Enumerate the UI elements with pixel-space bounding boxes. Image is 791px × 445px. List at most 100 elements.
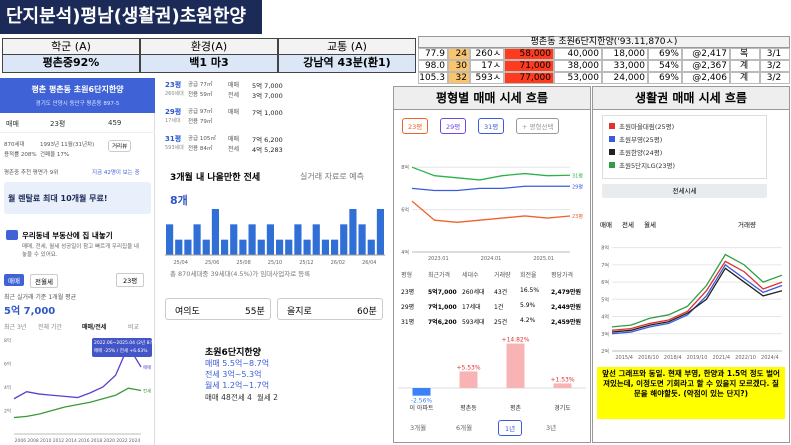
- toolbar-item[interactable]: 23평: [50, 120, 66, 128]
- price-cell: 계: [730, 60, 760, 72]
- series-label: 매매: [143, 364, 151, 371]
- table-cell: 5.9%: [520, 302, 536, 309]
- period-tab[interactable]: 3년: [546, 424, 557, 432]
- x-tick-label: 25/04: [174, 260, 188, 265]
- radio[interactable]: 전세: [622, 221, 634, 229]
- fact: 1993년 11월(31년차): [40, 142, 95, 148]
- y-tick-label: 6억: [4, 361, 11, 368]
- app-frame: [0, 78, 155, 445]
- bar: [257, 239, 265, 255]
- series-line: [611, 263, 783, 335]
- bar-chart: -2.56%이 아파트 +5.53% 평촌동 +14.82% 평촌 +1.53% 경기도: [398, 337, 586, 412]
- x-tick-label: 2020: [104, 438, 116, 444]
- price-cell: 593ㅅ: [470, 72, 504, 84]
- y-tick-label: 2억: [601, 348, 609, 355]
- deal-tab[interactable]: 전월세: [30, 274, 58, 288]
- radio[interactable]: 월세: [644, 221, 656, 229]
- y-tick-label: 8억: [401, 164, 409, 171]
- bar-chart: 25/04 25/06 25/08 25/10 25/12 26/02 26/04: [165, 209, 385, 265]
- complex-count: 매매 48: [205, 393, 231, 402]
- x-tick-label: 2022/10: [735, 355, 756, 361]
- price-cell: 30: [448, 60, 470, 72]
- chip[interactable]: 23평: [402, 118, 429, 134]
- listing-exclusive: 전용 84㎡: [188, 146, 213, 152]
- table-header: 회전율: [520, 272, 537, 279]
- deal-type: 전세: [228, 146, 240, 153]
- button[interactable]: 전세시세: [602, 184, 767, 198]
- complex-line: 전세 3억~5.3억: [205, 370, 262, 379]
- viewers: 지금 42명이 보는 중: [92, 170, 140, 176]
- bar: [266, 224, 274, 255]
- bar: [321, 239, 329, 255]
- period-tab[interactable]: 1년: [498, 420, 523, 436]
- table-header: 거래량: [494, 272, 511, 279]
- table-cell: 7억6,200: [428, 319, 457, 326]
- sell-title[interactable]: 우리동네 부동산에 집 내놓기: [22, 231, 113, 240]
- listing-supply: 공급 97㎡: [188, 109, 213, 115]
- series-line: [13, 344, 142, 400]
- series-label: 29평: [572, 183, 583, 190]
- commute-box[interactable]: [277, 298, 383, 320]
- x-tick-label: 25/08: [236, 260, 250, 265]
- category-label: 이 아파트: [410, 404, 434, 412]
- series-label: 31평: [572, 172, 583, 179]
- fact: 870세대: [4, 142, 25, 148]
- period-tab[interactable]: 최근 3년: [4, 324, 27, 331]
- legend-label[interactable]: 초원부영(25평): [619, 136, 663, 144]
- legend-label[interactable]: 초원5단지LG(23평): [619, 162, 676, 170]
- period-tab[interactable]: 3개월: [410, 424, 427, 432]
- x-tick-label: 2010: [40, 438, 52, 444]
- y-tick-label: 4억: [401, 249, 409, 256]
- value-label: -2.56%: [411, 398, 433, 405]
- app-header: [0, 78, 155, 113]
- series-label: 전세: [143, 388, 151, 395]
- table-cell: 강남역 43분(환1): [278, 55, 416, 73]
- toolbar-item[interactable]: 매매: [6, 120, 19, 128]
- period-tab[interactable]: 전체 기간: [38, 324, 62, 331]
- series-line: [13, 387, 142, 419]
- commute-time: 60분: [357, 307, 377, 317]
- radio[interactable]: 매매: [600, 221, 612, 229]
- legend-swatch: [609, 136, 615, 142]
- bar: [506, 343, 525, 388]
- legend-label[interactable]: 초원한양(24평): [619, 149, 663, 157]
- complex-count: 전세 4: [231, 393, 252, 402]
- street-view-button[interactable]: 거리뷰: [108, 140, 132, 152]
- fact: 용적률 208%: [4, 152, 37, 158]
- listing-size: 29평: [165, 108, 182, 116]
- house-icon: [6, 230, 18, 240]
- deal-tab[interactable]: 매매: [4, 274, 24, 286]
- period-tab[interactable]: 비교: [128, 324, 140, 331]
- radio[interactable]: 거래량: [738, 221, 756, 229]
- size-select[interactable]: 23평: [116, 273, 145, 287]
- table-header: 학군 (A): [2, 38, 140, 55]
- table-cell: 2,449만원: [551, 304, 582, 311]
- y-tick-label: 6억: [401, 207, 409, 214]
- deal-price: 3억 7,000: [252, 92, 283, 100]
- x-tick-label: 2024/4: [761, 355, 779, 361]
- chip[interactable]: + 평형선택: [516, 118, 560, 134]
- chip[interactable]: 29평: [440, 118, 467, 134]
- forecast-title: 3개월 내 나올만한 전세: [170, 173, 261, 183]
- chip[interactable]: 31평: [478, 118, 505, 134]
- period-tab[interactable]: 6개월: [456, 424, 473, 432]
- period-tab[interactable]: 매매/전세: [82, 324, 107, 331]
- price-cell: 24: [448, 48, 470, 60]
- toolbar-item[interactable]: 459: [108, 119, 122, 127]
- bar: [303, 239, 311, 255]
- avg-price: 5억 7,000: [4, 306, 56, 317]
- table-cell: 백1 마3: [140, 55, 278, 73]
- x-tick-label: 25/12: [299, 260, 313, 265]
- commute-box[interactable]: [165, 298, 271, 320]
- price-cell: @2,406: [682, 72, 730, 84]
- price-cell: @2,367: [682, 60, 730, 72]
- app-title: 평촌 평촌동 초원6단지한양: [31, 85, 124, 94]
- legend-swatch: [609, 149, 615, 155]
- y-tick-label: 8억: [601, 245, 609, 252]
- table-cell: 31평: [401, 319, 415, 326]
- legend-label[interactable]: 초원마을대림(25평): [619, 123, 675, 131]
- complex-line: 매매 5.5억~8.7억: [205, 359, 270, 368]
- table-cell: 17세대: [462, 304, 481, 311]
- listing-supply: 공급 105㎡: [188, 136, 216, 142]
- deal-price: 5억 7,000: [252, 82, 283, 90]
